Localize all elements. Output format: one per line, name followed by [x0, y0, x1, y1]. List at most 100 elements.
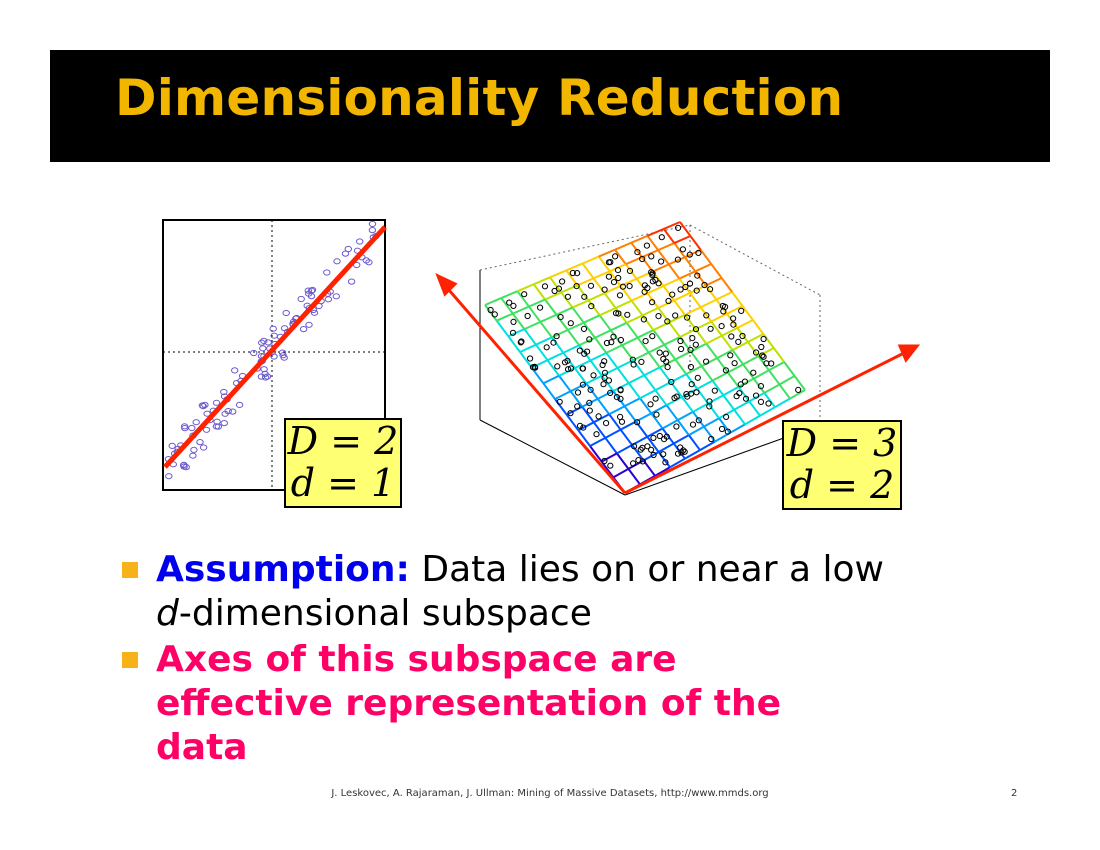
- surface-grid-line: [681, 396, 694, 413]
- surface-grid-line: [727, 371, 740, 388]
- label-box-2d: D = 2 d = 1: [284, 418, 402, 508]
- surface-grid-line: [589, 436, 606, 447]
- surface-grid-line: [547, 351, 564, 362]
- scatter-point-3d: [607, 259, 614, 266]
- surface-grid-line: [643, 366, 661, 377]
- bullet-axes: Axes of this subspace are effective repr…: [118, 638, 998, 770]
- surface-grid-line: [646, 292, 660, 309]
- scatter-point-3d: [647, 401, 654, 408]
- scatter-point-2d: [165, 473, 173, 480]
- scatter-point-3d: [509, 329, 517, 336]
- surface-grid-line: [542, 382, 556, 400]
- surface-grid-line: [528, 305, 542, 323]
- scatter-point-3d: [618, 418, 626, 425]
- scatter-point-3d: [722, 367, 729, 374]
- scatter-point-3d: [639, 255, 646, 263]
- scatter-point-3d: [579, 381, 586, 388]
- surface-grid-line: [689, 235, 702, 251]
- surface-grid-line: [689, 284, 707, 294]
- scatter-point-3d: [687, 390, 695, 397]
- surface-grid-line: [604, 437, 618, 454]
- surface-grid-line: [621, 336, 639, 347]
- scatter-point-3d: [650, 434, 657, 441]
- scatter-point-3d: [753, 349, 760, 356]
- surface-grid-line: [601, 452, 618, 463]
- surface-grid-line: [608, 270, 622, 287]
- surface-grid-line: [576, 277, 594, 287]
- scatter-point-3d: [543, 344, 550, 351]
- scatter-point-2d: [261, 374, 270, 381]
- scatter-point-3d: [735, 338, 742, 345]
- scatter-point-3d: [675, 224, 682, 231]
- surface-grid-line: [565, 414, 580, 431]
- surface-grid-line: [726, 305, 743, 315]
- surface-grid-line: [616, 444, 633, 455]
- surface-grid-line: [759, 406, 776, 417]
- surface-grid-line: [678, 270, 696, 280]
- surface-grid-line: [495, 320, 510, 337]
- surface-grid-line: [598, 248, 616, 258]
- scatter-point-3d: [703, 358, 710, 365]
- scatter-point-3d: [559, 278, 566, 285]
- scatter-point-3d: [663, 358, 670, 365]
- scatter-point-3d: [521, 291, 528, 298]
- surface-grid-line: [594, 337, 608, 354]
- title-bar: Dimensionality Reduction: [50, 50, 1050, 162]
- scatter-point-3d: [658, 258, 665, 265]
- scatter-point-3d: [642, 338, 649, 345]
- scatter-point-3d: [669, 291, 676, 298]
- page-number: 2: [1011, 788, 1018, 799]
- scatter-point-3d: [737, 381, 744, 388]
- bullet-marker: [122, 562, 138, 578]
- surface-grid-line: [716, 349, 733, 359]
- surface-grid-line: [694, 263, 712, 273]
- surface-grid-line: [747, 341, 760, 357]
- scatter-point-2d: [332, 293, 341, 300]
- scatter-point-3d: [576, 347, 583, 354]
- scatter-point-2d: [220, 420, 229, 427]
- scatter-point-3d: [588, 303, 595, 310]
- surface-grid-line: [650, 412, 664, 430]
- surface-grid-line: [608, 405, 626, 416]
- surface-grid-line: [688, 434, 701, 451]
- scatter-point-3d: [641, 282, 648, 289]
- surface-grid-line: [742, 363, 755, 380]
- surface-grid-line: [523, 328, 537, 346]
- surface-grid-line: [592, 277, 606, 294]
- scatter-point-3d: [616, 292, 624, 299]
- bullet-list: Assumption: Data lies on or near a low d…: [118, 548, 998, 772]
- surface-grid-line: [679, 336, 692, 353]
- scatter-point-3d: [687, 363, 694, 371]
- scatter-point-3d: [590, 372, 597, 379]
- scatter-point-3d: [652, 395, 659, 402]
- surface-grid-line: [540, 313, 557, 323]
- surface-grid-line: [727, 363, 744, 374]
- figure-3d-surface: [435, 221, 921, 496]
- surface-grid-line: [625, 322, 639, 339]
- surface-grid-line: [705, 343, 718, 359]
- scatter-point-3d: [758, 343, 765, 351]
- scatter-point-3d: [524, 312, 531, 320]
- scatter-point-3d: [694, 374, 701, 381]
- surface-grid-line: [715, 291, 733, 301]
- scatter-point-3d: [587, 386, 594, 393]
- surface-grid-line: [601, 375, 615, 392]
- surface-grid-line: [678, 278, 691, 294]
- surface-grid-line: [614, 241, 632, 251]
- surface-grid-line: [763, 392, 776, 408]
- surface-grid-line: [705, 334, 723, 345]
- scatter-point-2d: [182, 464, 190, 471]
- surface-grid-line: [554, 390, 572, 400]
- surface-grid-line: [673, 292, 691, 302]
- surface-grid-line: [650, 404, 668, 415]
- surface-grid-line: [626, 314, 643, 324]
- surface-grid-line: [689, 292, 702, 308]
- scatter-point-3d: [517, 339, 524, 346]
- surface-grid-line: [684, 314, 697, 330]
- surface-grid-line: [663, 336, 681, 346]
- scatter-point-3d: [648, 253, 655, 260]
- surface-grid-line: [593, 413, 610, 424]
- surface-grid-line: [699, 306, 713, 323]
- surface-grid-line: [778, 383, 791, 400]
- scatter-point-2d: [308, 286, 317, 294]
